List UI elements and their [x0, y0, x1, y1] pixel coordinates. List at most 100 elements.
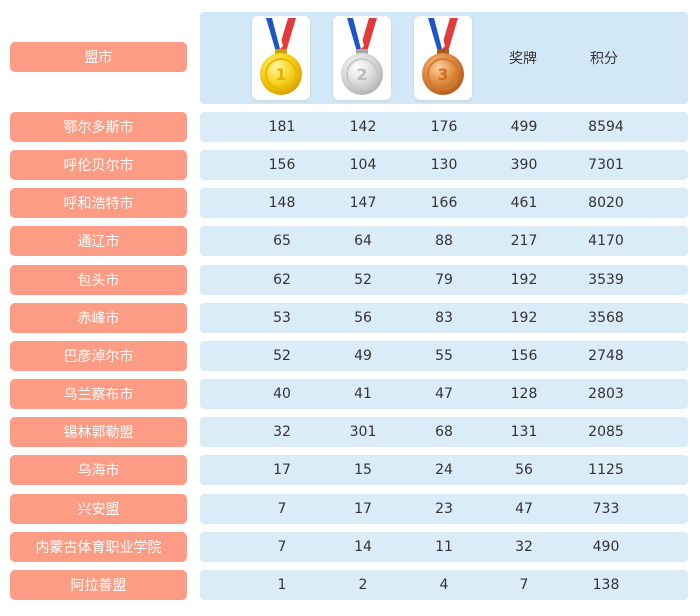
bronze-count: 68 — [435, 424, 453, 440]
gold-count: 53 — [273, 310, 291, 326]
gold-count: 1 — [277, 577, 287, 593]
svg-text:3: 3 — [437, 65, 448, 84]
league-name: 锡林郭勒盟 — [10, 417, 187, 447]
medal-total: 131 — [510, 424, 538, 440]
silver-count: 301 — [349, 424, 377, 440]
medal-total: 128 — [510, 386, 538, 402]
gold-count: 52 — [273, 348, 291, 364]
league-name: 通辽市 — [10, 226, 187, 256]
silver-count: 56 — [354, 310, 372, 326]
bronze-count: 11 — [435, 539, 453, 555]
row-band — [200, 455, 688, 485]
points-total: 1125 — [588, 462, 624, 478]
silver-medal-icon: 2 — [333, 16, 391, 100]
bronze-count: 4 — [439, 577, 449, 593]
row-band — [200, 494, 688, 524]
row-band — [200, 303, 688, 333]
league-name: 呼伦贝尔市 — [10, 150, 187, 180]
silver-count: 52 — [354, 272, 372, 288]
points-total: 8020 — [588, 195, 624, 211]
points-total: 2085 — [588, 424, 624, 440]
bronze-count: 130 — [430, 157, 458, 173]
league-name: 乌海市 — [10, 455, 187, 485]
silver-count: 41 — [354, 386, 372, 402]
medal-total: 56 — [515, 462, 533, 478]
gold-count: 32 — [273, 424, 291, 440]
gold-count: 148 — [268, 195, 296, 211]
medal-total: 217 — [510, 233, 538, 249]
bronze-count: 24 — [435, 462, 453, 478]
table-row: 包头市 62 52 79 192 3539 — [0, 265, 700, 295]
gold-count: 65 — [273, 233, 291, 249]
medal-total: 47 — [515, 501, 533, 517]
row-band — [200, 417, 688, 447]
league-column-header: 盟市 — [10, 42, 187, 72]
points-total: 8594 — [588, 119, 624, 135]
row-band — [200, 341, 688, 371]
medal-total: 192 — [510, 272, 538, 288]
row-band — [200, 532, 688, 562]
silver-count: 49 — [354, 348, 372, 364]
league-name: 巴彦淖尔市 — [10, 341, 187, 371]
table-row: 锡林郭勒盟 32 301 68 131 2085 — [0, 417, 700, 447]
league-name: 阿拉善盟 — [10, 570, 187, 600]
silver-count: 104 — [349, 157, 377, 173]
bronze-count: 88 — [435, 233, 453, 249]
row-band — [200, 226, 688, 256]
league-name: 赤峰市 — [10, 303, 187, 333]
bronze-medal-icon: 3 — [414, 16, 472, 100]
gold-count: 7 — [277, 539, 287, 555]
gold-count: 181 — [268, 119, 296, 135]
medal-total: 390 — [510, 157, 538, 173]
league-name: 呼和浩特市 — [10, 188, 187, 218]
row-band — [200, 112, 688, 142]
points-total: 2803 — [588, 386, 624, 402]
medals-column-header: 奖牌 — [509, 51, 537, 67]
bronze-count: 23 — [435, 501, 453, 517]
table-row: 通辽市 65 64 88 217 4170 — [0, 226, 700, 256]
table-row: 呼和浩特市 148 147 166 461 8020 — [0, 188, 700, 218]
points-total: 3539 — [588, 272, 624, 288]
table-row: 呼伦贝尔市 156 104 130 390 7301 — [0, 150, 700, 180]
medal-total: 192 — [510, 310, 538, 326]
row-band — [200, 188, 688, 218]
row-band — [200, 379, 688, 409]
points-total: 7301 — [588, 157, 624, 173]
league-name: 包头市 — [10, 265, 187, 295]
table-row: 内蒙古体育职业学院 7 14 11 32 490 — [0, 532, 700, 562]
table-row: 乌兰察布市 40 41 47 128 2803 — [0, 379, 700, 409]
row-band — [200, 570, 688, 600]
bronze-count: 55 — [435, 348, 453, 364]
bronze-count: 166 — [430, 195, 458, 211]
svg-text:1: 1 — [275, 65, 286, 84]
medal-total: 499 — [510, 119, 538, 135]
gold-count: 17 — [273, 462, 291, 478]
gold-count: 7 — [277, 501, 287, 517]
silver-count: 147 — [349, 195, 377, 211]
table-row: 鄂尔多斯市 181 142 176 499 8594 — [0, 112, 700, 142]
silver-count: 17 — [354, 501, 372, 517]
table-row: 阿拉善盟 1 2 4 7 138 — [0, 570, 700, 600]
points-total: 4170 — [588, 233, 624, 249]
bronze-count: 83 — [435, 310, 453, 326]
gold-count: 156 — [268, 157, 296, 173]
medal-total: 32 — [515, 539, 533, 555]
row-band — [200, 265, 688, 295]
table-row: 赤峰市 53 56 83 192 3568 — [0, 303, 700, 333]
points-total: 2748 — [588, 348, 624, 364]
league-name: 内蒙古体育职业学院 — [10, 532, 187, 562]
gold-count: 62 — [273, 272, 291, 288]
league-name: 乌兰察布市 — [10, 379, 187, 409]
silver-count: 14 — [354, 539, 372, 555]
table-row: 兴安盟 7 17 23 47 733 — [0, 494, 700, 524]
silver-count: 64 — [354, 233, 372, 249]
row-band — [200, 150, 688, 180]
points-total: 733 — [592, 501, 620, 517]
points-total: 138 — [592, 577, 620, 593]
medal-total: 7 — [519, 577, 529, 593]
bronze-count: 79 — [435, 272, 453, 288]
table-row: 巴彦淖尔市 52 49 55 156 2748 — [0, 341, 700, 371]
bronze-count: 176 — [430, 119, 458, 135]
points-total: 3568 — [588, 310, 624, 326]
silver-count: 2 — [358, 577, 368, 593]
